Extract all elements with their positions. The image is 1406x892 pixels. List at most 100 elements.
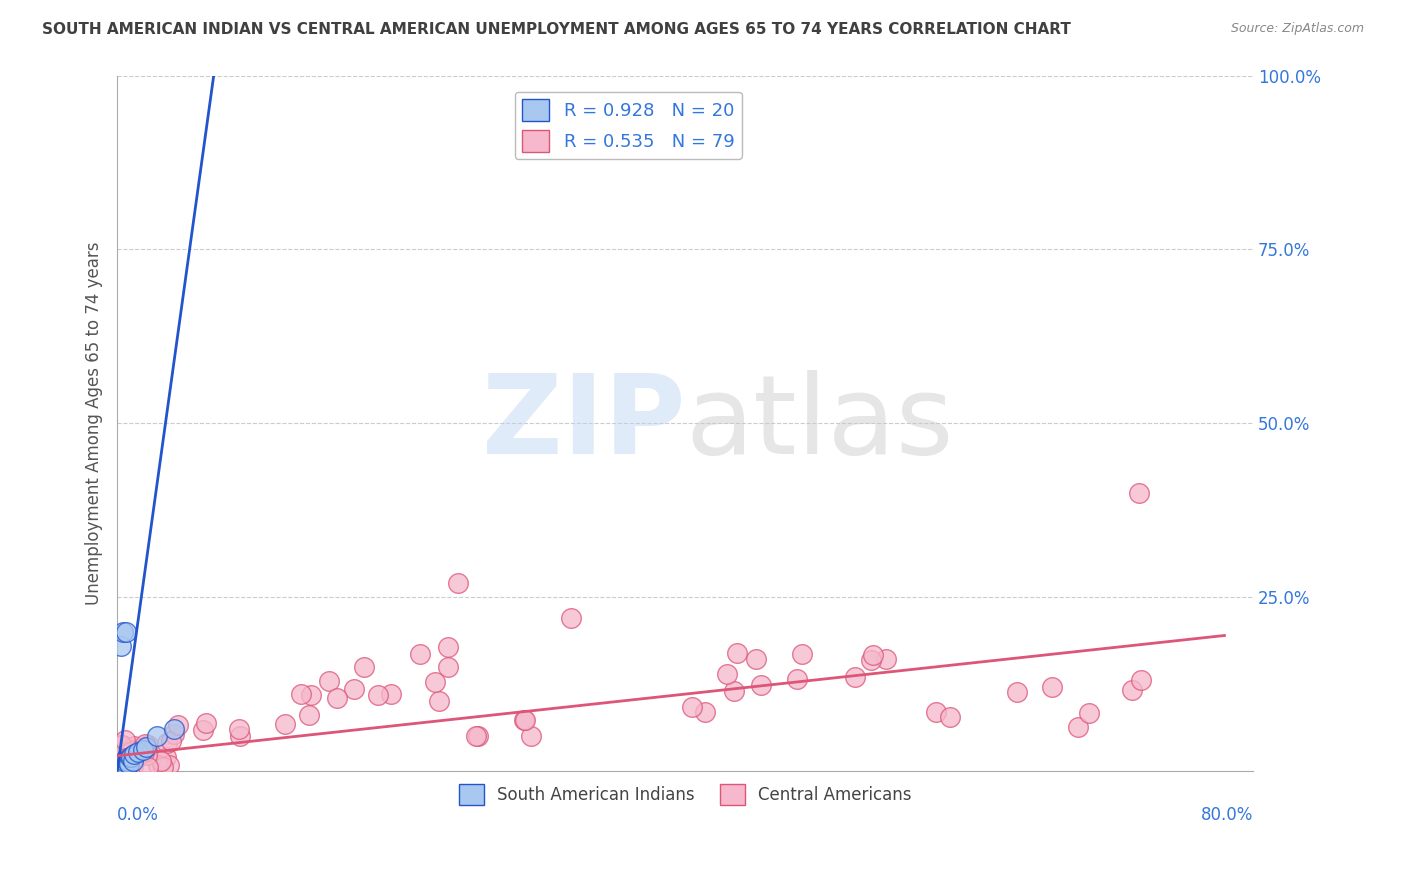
- Point: [120, 750, 142, 764]
- Legend: South American Indians, Central Americans: South American Indians, Central American…: [451, 778, 918, 812]
- Point: [228, 722, 250, 736]
- Point: [749, 678, 772, 692]
- Point: [1078, 706, 1101, 721]
- Point: [117, 756, 139, 770]
- Point: [136, 739, 159, 753]
- Point: [353, 660, 375, 674]
- Point: [298, 708, 321, 723]
- Point: [108, 761, 131, 775]
- Point: [122, 758, 145, 772]
- Point: [560, 611, 582, 625]
- Text: atlas: atlas: [685, 370, 953, 477]
- Point: [465, 729, 488, 743]
- Text: Source: ZipAtlas.com: Source: ZipAtlas.com: [1230, 22, 1364, 36]
- Point: [786, 672, 808, 686]
- Point: [1128, 486, 1150, 500]
- Point: [148, 758, 170, 772]
- Point: [191, 723, 214, 738]
- Point: [134, 737, 156, 751]
- Point: [273, 717, 295, 731]
- Point: [111, 625, 134, 640]
- Point: [135, 739, 157, 754]
- Point: [520, 730, 543, 744]
- Y-axis label: Unemployment Among Ages 65 to 74 years: Unemployment Among Ages 65 to 74 years: [86, 242, 103, 605]
- Point: [437, 640, 460, 655]
- Point: [114, 733, 136, 747]
- Point: [513, 713, 536, 727]
- Point: [110, 739, 132, 753]
- Point: [939, 710, 962, 724]
- Point: [120, 743, 142, 757]
- Point: [127, 745, 149, 759]
- Point: [135, 748, 157, 763]
- Point: [693, 705, 716, 719]
- Text: 0.0%: 0.0%: [117, 805, 159, 824]
- Point: [107, 762, 129, 776]
- Point: [166, 717, 188, 731]
- Text: SOUTH AMERICAN INDIAN VS CENTRAL AMERICAN UNEMPLOYMENT AMONG AGES 65 TO 74 YEARS: SOUTH AMERICAN INDIAN VS CENTRAL AMERICA…: [42, 22, 1071, 37]
- Point: [124, 747, 146, 761]
- Point: [111, 756, 134, 770]
- Point: [155, 750, 177, 764]
- Point: [744, 652, 766, 666]
- Point: [513, 714, 536, 728]
- Point: [408, 647, 430, 661]
- Point: [128, 747, 150, 762]
- Point: [112, 757, 135, 772]
- Point: [121, 747, 143, 761]
- Point: [110, 759, 132, 773]
- Point: [114, 625, 136, 640]
- Point: [716, 667, 738, 681]
- Point: [163, 723, 186, 737]
- Point: [160, 734, 183, 748]
- Point: [110, 639, 132, 653]
- Point: [132, 743, 155, 757]
- Point: [149, 754, 172, 768]
- Point: [157, 757, 180, 772]
- Point: [228, 729, 250, 743]
- Point: [124, 746, 146, 760]
- Point: [152, 759, 174, 773]
- Point: [194, 716, 217, 731]
- Point: [134, 745, 156, 759]
- Point: [326, 690, 349, 705]
- Point: [117, 757, 139, 772]
- Point: [725, 647, 748, 661]
- Point: [122, 739, 145, 753]
- Point: [146, 730, 169, 744]
- Point: [114, 747, 136, 761]
- Point: [681, 700, 703, 714]
- Point: [1040, 680, 1063, 694]
- Point: [862, 648, 884, 663]
- Point: [723, 684, 745, 698]
- Point: [924, 705, 946, 719]
- Point: [115, 754, 138, 768]
- Point: [155, 736, 177, 750]
- Point: [1005, 685, 1028, 699]
- Point: [447, 576, 470, 591]
- Point: [343, 682, 366, 697]
- Text: 80.0%: 80.0%: [1201, 805, 1253, 824]
- Point: [1130, 673, 1153, 688]
- Point: [367, 688, 389, 702]
- Point: [467, 729, 489, 743]
- Point: [110, 738, 132, 752]
- Point: [118, 745, 141, 759]
- Point: [844, 670, 866, 684]
- Point: [122, 747, 145, 761]
- Point: [110, 758, 132, 772]
- Point: [115, 751, 138, 765]
- Point: [299, 688, 322, 702]
- Point: [117, 742, 139, 756]
- Point: [290, 687, 312, 701]
- Point: [121, 754, 143, 768]
- Point: [436, 660, 458, 674]
- Point: [875, 652, 897, 666]
- Point: [318, 674, 340, 689]
- Point: [118, 750, 141, 764]
- Point: [859, 653, 882, 667]
- Point: [138, 760, 160, 774]
- Point: [790, 647, 813, 661]
- Point: [380, 687, 402, 701]
- Text: ZIP: ZIP: [482, 370, 685, 477]
